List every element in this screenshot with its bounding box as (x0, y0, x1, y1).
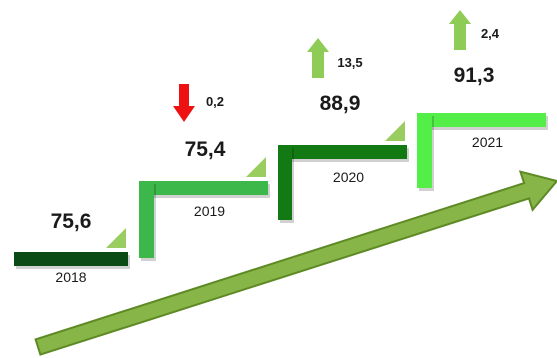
arrow-down-icon (173, 84, 195, 122)
step-riser-2021 (417, 113, 432, 188)
step-bar-2019 (139, 181, 268, 195)
value-label-2021: 91,3 (454, 64, 495, 87)
value-label-2020: 88,9 (320, 92, 361, 115)
value-label-2019: 75,4 (185, 138, 226, 161)
year-label-2020: 2020 (333, 169, 364, 185)
step-bar-2018 (14, 252, 128, 266)
year-label-2019: 2019 (194, 203, 225, 219)
year-label-2018: 2018 (55, 269, 86, 285)
corner-triangle (385, 121, 405, 141)
year-label-2021: 2021 (472, 134, 503, 150)
corner-triangle (246, 157, 266, 177)
step-bar-2021 (417, 113, 546, 127)
step-riser-2020 (278, 145, 292, 220)
corner-triangle (106, 228, 126, 248)
change-label-2020: 13,5 (337, 55, 362, 70)
change-label-2019: 0,2 (206, 94, 224, 109)
trend-arrow-icon (34, 170, 557, 356)
arrow-up-icon (449, 10, 471, 50)
step-riser-2019 (139, 181, 154, 258)
change-label-2021: 2,4 (481, 26, 500, 41)
step-bar-2020 (278, 145, 407, 159)
arrow-up-icon (307, 38, 329, 78)
value-label-2018: 75,6 (51, 210, 92, 233)
